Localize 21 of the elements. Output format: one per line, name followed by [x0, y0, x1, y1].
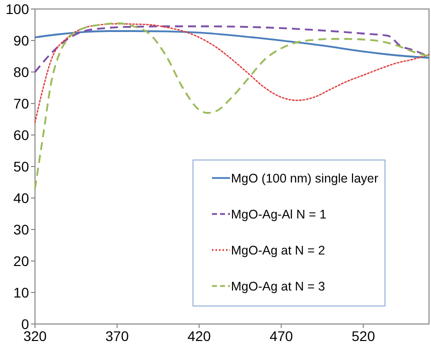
line-series: [34, 23, 430, 124]
y-tick-label: 40: [13, 190, 30, 206]
line-series: [34, 30, 430, 59]
x-tick-label: 520: [352, 328, 376, 344]
y-tick-label: 60: [13, 126, 30, 143]
x-tick-label: 420: [187, 328, 212, 344]
y-tick-label: 10: [13, 284, 30, 300]
y-tick-label: 100: [6, 0, 30, 17]
y-tick-label: 30: [13, 221, 30, 238]
y-tick-label: 80: [13, 64, 30, 80]
legend-label: MgO-Ag at N = 3: [231, 279, 326, 294]
x-tick-label: 470: [270, 328, 294, 344]
y-tick-label: 50: [13, 158, 30, 174]
y-tick-label: 70: [13, 95, 30, 112]
x-tick-label: 370: [105, 328, 129, 344]
y-tick-label: 20: [13, 252, 30, 269]
legend-label: MgO-Ag-Al N = 1: [231, 207, 327, 222]
line-series: [34, 22, 430, 190]
legend-label: MgO (100 nm) single layer: [231, 171, 378, 186]
legend-label: MgO-Ag at N = 2: [231, 243, 326, 258]
y-tick-label: 90: [13, 32, 30, 48]
